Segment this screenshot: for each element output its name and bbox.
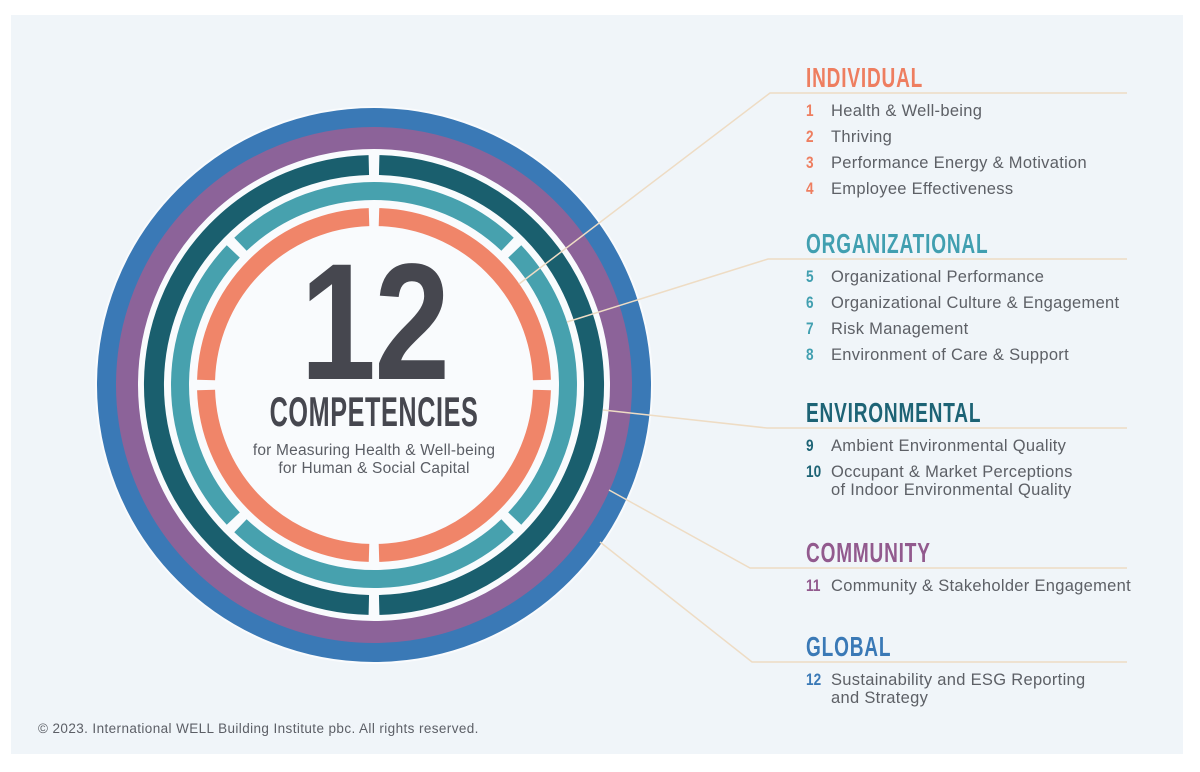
legend-items: 12 Sustainability and ESG Reporting and S… — [806, 670, 1156, 708]
competency-item-11: 11 Community & Stakeholder Engagement — [806, 576, 1156, 596]
ring-individual-segment-1 — [378, 208, 551, 381]
legend-section-global: GLOBAL 12 Sustainability and ESG Reporti… — [806, 632, 1156, 715]
legend-heading-community: COMMUNITY — [806, 538, 1156, 568]
item-number: 2 — [806, 127, 814, 146]
copyright-text: © 2023. International WELL Building Inst… — [38, 721, 479, 736]
center-number-text: 12 — [299, 230, 450, 415]
legend-heading-global: GLOBAL — [806, 632, 1156, 662]
legend-section-environmental: ENVIRONMENTAL 9 Ambient Environmental Qu… — [806, 398, 1156, 507]
item-label: Performance Energy & Motivation — [831, 154, 1087, 172]
competency-item-5: 5 Organizational Performance — [806, 267, 1156, 287]
legend-section-community: COMMUNITY 11 Community & Stakeholder Eng… — [806, 538, 1156, 603]
item-number: 6 — [806, 293, 814, 312]
item-label: Ambient Environmental Quality — [831, 437, 1067, 455]
ring-organizational-segment-2 — [234, 519, 514, 588]
rings — [97, 108, 651, 662]
ring-organizational-segment-3 — [171, 245, 240, 525]
item-label: Sustainability and ESG Reporting and Stra… — [831, 671, 1086, 707]
competency-item-12: 12 Sustainability and ESG Reporting and S… — [806, 670, 1156, 708]
backing-disc — [95, 106, 653, 664]
legend-heading-organizational: ORGANIZATIONAL — [806, 229, 1156, 259]
center-title-text: COMPETENCIES — [269, 388, 479, 435]
legend-items: 5 Organizational Performance 6 Organizat… — [806, 267, 1156, 365]
competency-item-6: 6 Organizational Culture & Engagement — [806, 293, 1156, 313]
legend-heading-individual: INDIVIDUAL — [806, 63, 1156, 93]
legend-section-individual: INDIVIDUAL 1 Health & Well-being 2 Thriv… — [806, 63, 1156, 206]
center-subtitle: for Measuring Health & Well-being for Hu… — [199, 442, 549, 478]
item-number: 7 — [806, 319, 814, 338]
item-number: 9 — [806, 436, 814, 455]
legend-items: 1 Health & Well-being 2 Thriving 3 Perfo… — [806, 101, 1156, 199]
item-label: Community & Stakeholder Engagement — [831, 577, 1132, 595]
legend-heading-text: INDIVIDUAL — [806, 62, 924, 93]
competency-item-4: 4 Employee Effectiveness — [806, 179, 1156, 199]
ring-global — [97, 108, 651, 662]
item-number: 11 — [806, 576, 821, 595]
ring-environmental-segment-1 — [378, 155, 605, 615]
competency-item-1: 1 Health & Well-being — [806, 101, 1156, 121]
legend-items: 9 Ambient Environmental Quality 10 Occup… — [806, 436, 1156, 500]
competency-item-10: 10 Occupant & Market Perceptions of Indoo… — [806, 462, 1156, 500]
legend-section-organizational: ORGANIZATIONAL 5 Organizational Performa… — [806, 229, 1156, 372]
item-number: 10 — [806, 462, 822, 481]
center-label: 12 COMPETENCIES for Measuring Health & W… — [199, 230, 549, 478]
competency-item-9: 9 Ambient Environmental Quality — [806, 436, 1156, 456]
ring-organizational-segment-1 — [508, 245, 577, 525]
connector-organizational — [566, 258, 1127, 323]
item-label: Environment of Care & Support — [831, 346, 1069, 364]
competency-item-2: 2 Thriving — [806, 127, 1156, 147]
item-label: Risk Management — [831, 320, 969, 338]
competency-item-8: 8 Environment of Care & Support — [806, 345, 1156, 365]
item-number: 1 — [806, 101, 814, 120]
ring-individual-segment-2 — [378, 389, 551, 562]
connector-global — [599, 541, 1127, 663]
ring-environmental-segment-2 — [143, 155, 370, 615]
connector-individual — [518, 92, 1127, 285]
ring-community — [116, 127, 632, 643]
competency-item-7: 7 Risk Management — [806, 319, 1156, 339]
center-subtitle-line2: for Human & Social Capital — [278, 460, 470, 477]
legend-heading-environmental: ENVIRONMENTAL — [806, 398, 1156, 428]
item-number: 12 — [806, 670, 822, 689]
item-number: 3 — [806, 153, 814, 172]
legend-heading-text: GLOBAL — [806, 631, 892, 662]
center-number: 12 — [199, 230, 549, 415]
legend-heading-text: ORGANIZATIONAL — [806, 228, 989, 259]
legend-heading-text: COMMUNITY — [806, 537, 931, 568]
item-label: Health & Well-being — [831, 102, 983, 120]
item-label: Thriving — [831, 128, 893, 146]
item-label: Occupant & Market Perceptions of Indoor E… — [831, 463, 1073, 499]
connector-environmental — [602, 409, 1127, 429]
center-title: COMPETENCIES — [199, 390, 549, 434]
item-label: Organizational Performance — [831, 268, 1045, 286]
center-subtitle-line1: for Measuring Health & Well-being — [252, 442, 496, 459]
ring-individual-segment-3 — [197, 389, 370, 562]
competency-item-3: 3 Performance Energy & Motivation — [806, 153, 1156, 173]
item-number: 8 — [806, 345, 814, 364]
legend-items: 11 Community & Stakeholder Engagement — [806, 576, 1156, 596]
legend-heading-text: ENVIRONMENTAL — [806, 397, 982, 428]
item-label: Employee Effectiveness — [831, 180, 1014, 198]
item-label: Organizational Culture & Engagement — [831, 294, 1120, 312]
item-number: 4 — [806, 179, 814, 198]
connector-lines — [518, 92, 1127, 663]
connector-community — [608, 489, 1127, 569]
item-number: 5 — [806, 267, 814, 286]
ring-organizational-segment-4 — [234, 182, 514, 251]
ring-individual-segment-4 — [197, 208, 370, 381]
